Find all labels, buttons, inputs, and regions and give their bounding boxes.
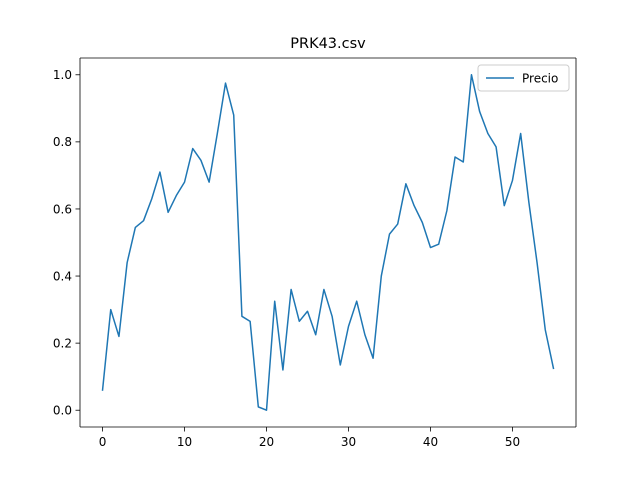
plot-background	[80, 58, 576, 427]
legend: Precio	[477, 64, 570, 92]
x-tick-label: 30	[341, 435, 356, 449]
y-tick-label: 0.2	[53, 336, 72, 350]
y-tick-label: 0.8	[53, 135, 72, 149]
y-tick-label: 0.4	[53, 269, 72, 283]
legend-label: Precio	[522, 71, 558, 85]
x-tick-label: 50	[505, 435, 520, 449]
y-tick-label: 1.0	[53, 68, 72, 82]
legend-box	[477, 64, 570, 92]
series-line-0	[101, 74, 555, 411]
chart-title: PRK43.csv	[290, 36, 366, 52]
x-tick-label: 40	[423, 435, 438, 449]
x-tick-label: 10	[177, 435, 192, 449]
x-tick-label: 0	[99, 435, 107, 449]
axes-layer: 0 10 20 30 40 50 0.0 0.2 0.4 0.6 0.8 1.0	[53, 57, 577, 449]
series-layer	[101, 74, 555, 411]
y-tick-label: 0.0	[53, 404, 72, 418]
x-tick-label: 20	[259, 435, 274, 449]
plot-area	[80, 58, 576, 427]
y-tick-label: 0.6	[53, 202, 72, 216]
